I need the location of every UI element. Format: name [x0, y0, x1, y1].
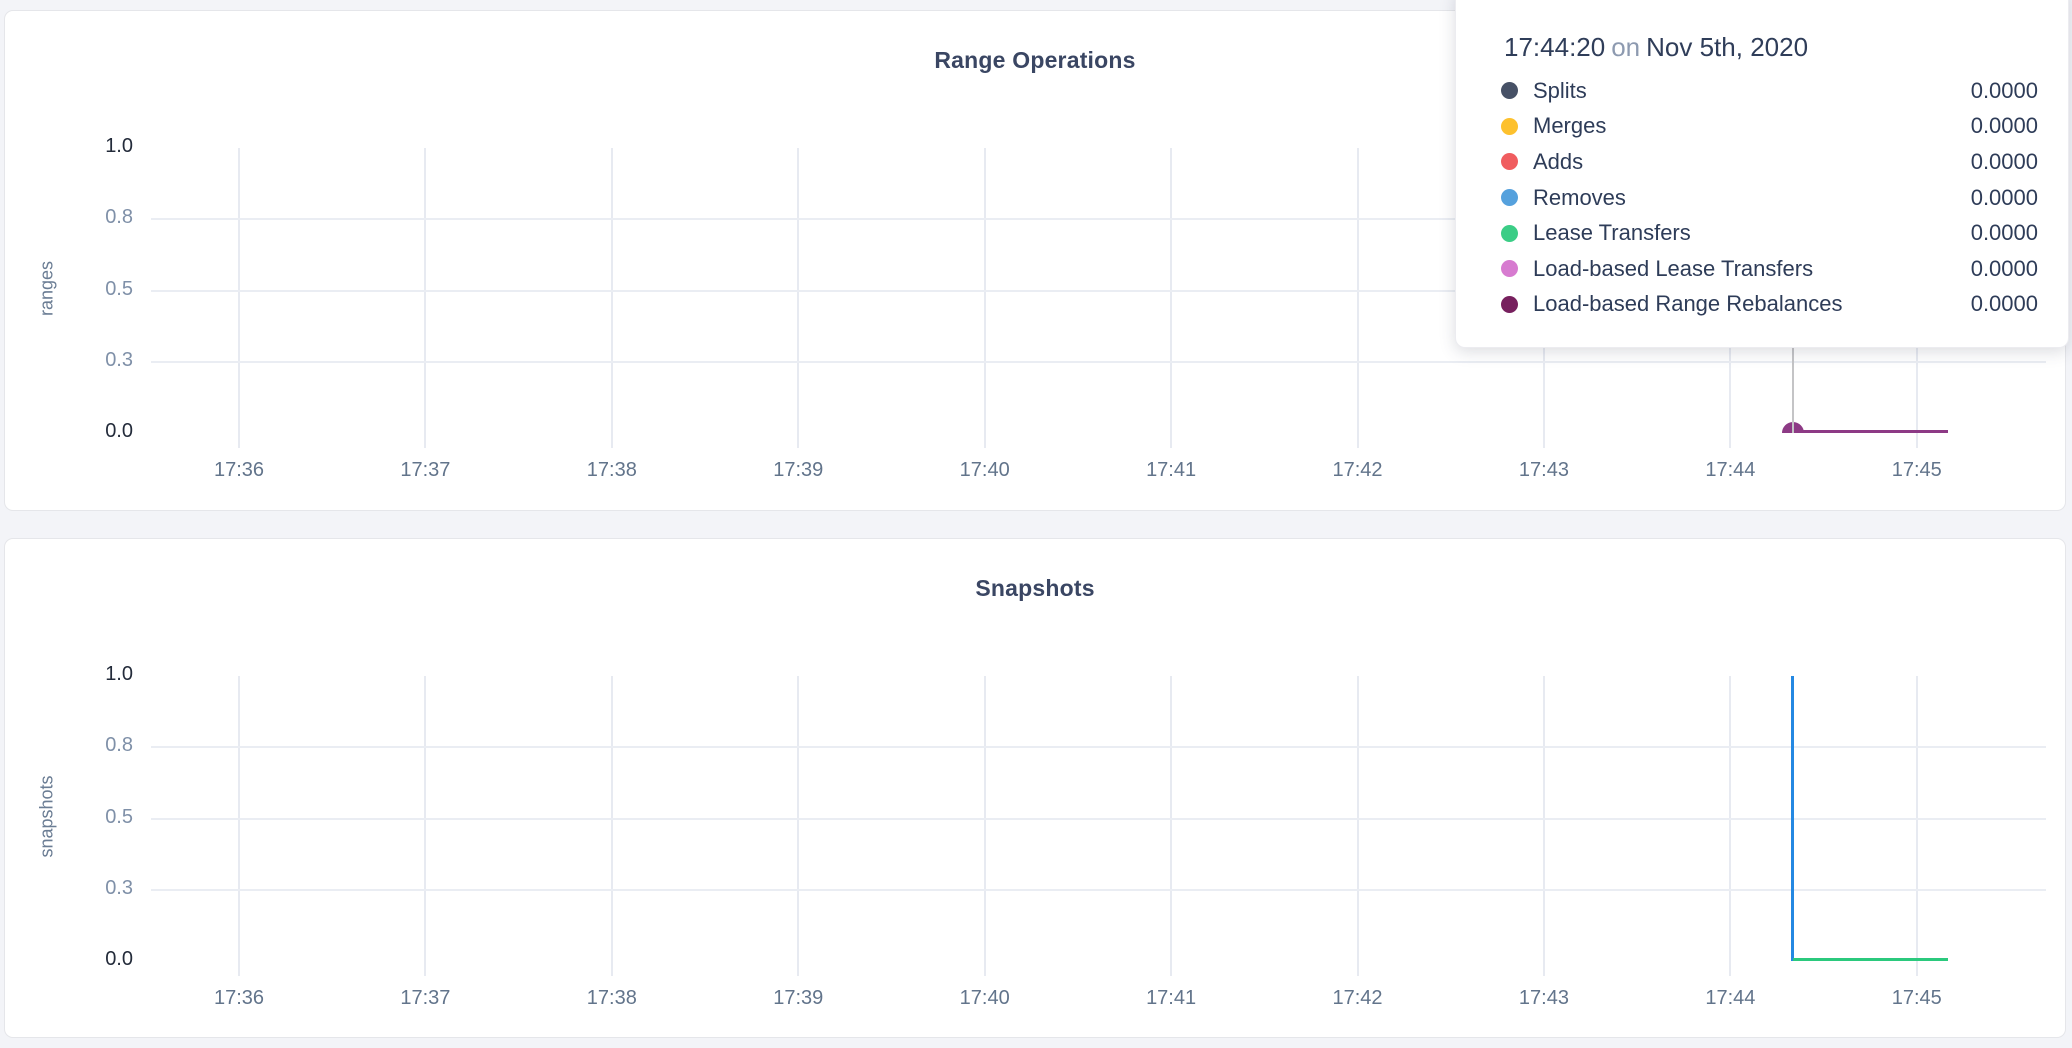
- tooltip-legend-row: Removes 0.0000: [1456, 180, 2068, 216]
- series-value: 0.0000: [1970, 291, 2038, 317]
- x-axis-tick-label: 17:38: [586, 987, 637, 1009]
- y-axis-tick-label: 0.8: [105, 206, 133, 229]
- y-axis-tick-label: 0.3: [105, 348, 133, 371]
- tooltip-legend-row: Lease Transfers 0.0000: [1456, 215, 2068, 251]
- horizontal-gridline: [151, 817, 2046, 820]
- series-color-dot: [1501, 189, 1518, 207]
- vertical-gridline: [797, 148, 800, 448]
- x-axis-tick-label: 17:40: [959, 459, 1010, 481]
- y-axis-tick-label: 0.8: [105, 734, 133, 757]
- vertical-gridline: [983, 148, 986, 448]
- x-axis-tick-label: 17:40: [959, 987, 1010, 1009]
- vertical-gridline: [424, 676, 427, 976]
- chart-title-snapshots: Snapshots: [975, 575, 1095, 601]
- x-axis-tick-label: 17:39: [773, 987, 824, 1009]
- snapshots-plot-area[interactable]: 17:36 17:37 17:38 17:39 17:40 17:41 17:42 17:43…: [5, 539, 2065, 1037]
- vertical-gridline: [238, 148, 240, 448]
- vertical-gridline: [983, 676, 986, 976]
- x-axis-tick-label: 17:37: [400, 987, 451, 1009]
- series-value: 0.0000: [1970, 184, 2038, 210]
- series-name: Load-based Lease Transfers: [1533, 255, 1814, 281]
- series-name: Splits: [1533, 77, 1587, 103]
- vertical-gridline: [1729, 676, 1732, 976]
- tooltip-legend: Splits 0.0000 Merges 0.0000 Adds 0.0000 Remove…: [1456, 73, 2068, 322]
- hover-tooltip: 17:44:20 on Nov 5th, 2020 Splits 0.0000 Merg…: [1455, 0, 2069, 348]
- x-axis-tick-label: 17:45: [1891, 987, 1942, 1009]
- horizontal-gridline: [151, 218, 2046, 221]
- x-axis-tick-label: 17:38: [586, 459, 637, 481]
- series-value: 0.0000: [1970, 77, 2038, 103]
- range-operations-plot-area[interactable]: 17:36 17:37 17:38 17:39 17:40 17:41 17:42 17:43…: [5, 11, 2065, 510]
- tooltip-legend-row: Load-based Lease Transfers 0.0000: [1456, 251, 2068, 287]
- x-axis-tick-label: 17:39: [773, 459, 824, 481]
- x-axis-tick-label: 17:42: [1332, 987, 1383, 1009]
- vertical-gridline: [424, 148, 427, 448]
- tooltip-legend-row: Merges 0.0000: [1456, 109, 2068, 145]
- series-value: 0.0000: [1970, 148, 2038, 174]
- vertical-gridline: [610, 148, 613, 448]
- x-axis-tick-label: 17:42: [1332, 459, 1383, 481]
- x-axis-tick-label: 17:37: [400, 459, 451, 481]
- series-color-dot: [1501, 153, 1518, 171]
- vertical-gridline: [797, 676, 800, 976]
- series-color-dot: [1501, 295, 1518, 313]
- series-color-dot: [1501, 117, 1518, 135]
- series-value: 0.0000: [1970, 255, 2038, 281]
- horizontal-gridline: [151, 746, 2046, 749]
- tooltip-date: Nov 5th, 2020: [1646, 32, 1809, 62]
- y-axis-tick-label: 1.0: [105, 663, 133, 685]
- series-name: Removes: [1533, 184, 1626, 210]
- tooltip-on-word: on: [1611, 32, 1641, 62]
- series-line-horizontal: [1792, 958, 1948, 962]
- x-axis-tick-label: 17:43: [1518, 459, 1569, 481]
- x-axis-tick-label: 17:44: [1705, 459, 1756, 481]
- series-name: Lease Transfers: [1533, 220, 1691, 246]
- chart-title-range-operations: Range Operations: [934, 47, 1136, 73]
- tooltip-legend-row: Splits 0.0000: [1456, 73, 2068, 109]
- vertical-gridline: [610, 676, 613, 976]
- y-axis-tick-label: 0.5: [105, 805, 133, 828]
- series-name: Adds: [1533, 148, 1584, 174]
- chart-card-snapshots: Snapshots snapshots 17:36 17:37 17:38 17:39…: [4, 538, 2066, 1038]
- vertical-gridline: [1170, 148, 1173, 448]
- vertical-gridline: [1356, 676, 1359, 976]
- tooltip-timestamp: 17:44:20 on Nov 5th, 2020: [1504, 32, 1808, 63]
- x-axis-tick-label: 17:41: [1146, 459, 1197, 481]
- horizontal-gridline: [151, 888, 2046, 891]
- x-axis-tick-label: 17:44: [1705, 987, 1756, 1009]
- x-axis-tick-label: 17:43: [1518, 987, 1569, 1009]
- tooltip-time: 17:44:20: [1504, 32, 1606, 62]
- vertical-gridline: [1915, 676, 1918, 976]
- x-axis-tick-label: 17:41: [1146, 987, 1197, 1009]
- y-axis-tick-label: 0.0: [105, 948, 133, 970]
- tooltip-legend-row: Adds 0.0000: [1456, 144, 2068, 180]
- series-color-dot: [1501, 82, 1518, 100]
- vertical-gridline: [1356, 148, 1359, 448]
- y-axis-tick-label: 0.5: [105, 277, 133, 300]
- series-name: Load-based Range Rebalances: [1533, 291, 1843, 317]
- series-line-horizontal: [1792, 430, 1948, 434]
- x-axis-tick-label: 17:45: [1891, 459, 1942, 481]
- vertical-gridline: [1542, 676, 1545, 976]
- vertical-gridline: [1170, 676, 1173, 976]
- y-axis-tick-label: 0.3: [105, 876, 133, 899]
- series-value: 0.0000: [1970, 113, 2038, 139]
- series-value: 0.0000: [1970, 220, 2038, 246]
- x-axis-tick-label: 17:36: [213, 459, 265, 481]
- tooltip-legend-row: Load-based Range Rebalances 0.0000: [1456, 287, 2068, 323]
- series-name: Merges: [1533, 113, 1607, 139]
- x-axis-tick-label: 17:36: [213, 987, 265, 1009]
- horizontal-gridline: [151, 289, 2046, 292]
- horizontal-gridline: [151, 360, 2046, 363]
- y-axis-tick-label: 0.0: [105, 420, 133, 442]
- series-color-dot: [1501, 260, 1518, 278]
- series-color-dot: [1501, 224, 1518, 242]
- y-axis-tick-label: 1.0: [105, 135, 133, 157]
- series-line-vertical: [1791, 676, 1794, 961]
- vertical-gridline: [238, 676, 240, 976]
